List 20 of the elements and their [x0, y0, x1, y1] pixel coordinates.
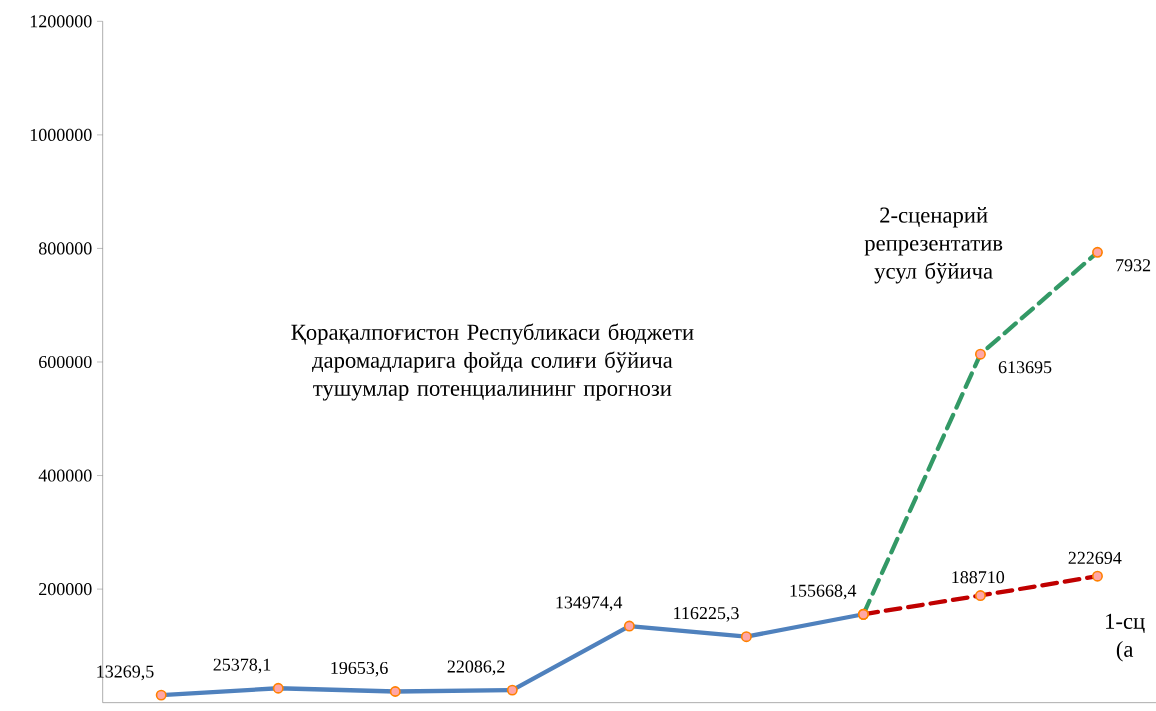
y-tick-label: 1200000 — [30, 15, 92, 28]
series-label: 2-сценарий репрезентатив усул бўйича — [864, 207, 1003, 284]
y-tick-label: 600000 — [39, 356, 92, 369]
y-tick-label: 1000000 — [30, 128, 92, 142]
data-label: 134974,4 — [556, 596, 623, 612]
data-label: 613695 — [998, 361, 1052, 374]
data-label: 188710 — [952, 571, 1005, 584]
data-label: 19653,6 — [331, 662, 388, 677]
y-tick-label: 200000 — [39, 583, 92, 596]
data-label: 155668,4 — [790, 584, 857, 600]
data-label: 13269,5 — [97, 665, 154, 681]
data-label: 116225,3 — [674, 607, 739, 622]
y-tick-label: 400000 — [38, 469, 92, 482]
data-label: 25378,1 — [213, 658, 271, 674]
y-tick-label: 800000 — [38, 242, 92, 255]
text: Қорақалпоғистон Республикаси бюджети даромадларига фойда солиғи бўйича тушумлар потенциалининг прогнози — [291, 323, 694, 401]
data-label: 222694 — [1068, 552, 1122, 565]
data-label: 22086,2 — [447, 660, 505, 676]
series-label: 1-сц (а — [1106, 613, 1145, 662]
annotation: 7932 — [1116, 259, 1151, 272]
